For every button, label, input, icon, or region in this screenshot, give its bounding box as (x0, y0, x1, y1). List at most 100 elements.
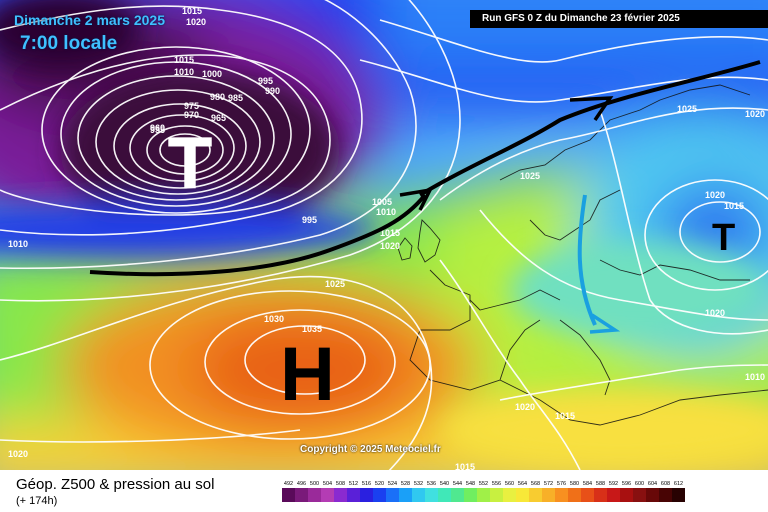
isobar-label: 965 (211, 113, 226, 123)
isobar-label: 975 (184, 101, 199, 111)
legend-cell: 584 (581, 480, 594, 502)
legend-cell: 504 (321, 480, 334, 502)
isobar-label: 1020 (8, 449, 28, 459)
isobar-label: 980 (210, 92, 225, 102)
legend-swatch (282, 488, 295, 502)
legend-cell: 608 (659, 480, 672, 502)
isobar-label: 1015 (724, 201, 744, 211)
legend-swatch (321, 488, 334, 502)
isobar-label: 1010 (8, 239, 28, 249)
legend-label: 556 (491, 481, 502, 487)
legend-cell: 540 (438, 480, 451, 502)
legend-cell: 520 (373, 480, 386, 502)
legend-swatch (659, 488, 672, 502)
isobar-label: 1015 (182, 6, 202, 16)
cold-flow-arrow (577, 194, 597, 326)
legend-cell: 596 (620, 480, 633, 502)
legend-swatch (633, 488, 646, 502)
isobar-label: 1005 (372, 197, 392, 207)
isobar-label: 1020 (705, 190, 725, 200)
isobar-label: 1025 (677, 104, 697, 114)
legend-label: 580 (569, 481, 580, 487)
legend-label: 564 (517, 481, 528, 487)
legend-swatch (386, 488, 399, 502)
copyright-text: Copyright © 2025 Meteociel.fr (300, 444, 441, 455)
isobar-label: 1010 (376, 207, 396, 217)
isobar-label: 1015 (174, 55, 194, 65)
legend-cell: 556 (490, 480, 503, 502)
legend-label: 496 (296, 481, 307, 487)
isobar-label: 1010 (745, 372, 765, 382)
legend-label: 612 (673, 481, 684, 487)
legend-cell: 532 (412, 480, 425, 502)
legend-cell: 544 (451, 480, 464, 502)
legend-label: 596 (621, 481, 632, 487)
legend-label: 544 (452, 481, 463, 487)
legend-cell: 496 (295, 480, 308, 502)
legend-swatch (451, 488, 464, 502)
forecast-time: 7:00 locale (20, 33, 118, 54)
legend-label: 492 (283, 481, 294, 487)
legend-label: 508 (335, 481, 346, 487)
legend-label: 500 (309, 481, 320, 487)
low-pressure-symbol: T (168, 124, 212, 204)
isobar-label: 985 (228, 93, 243, 103)
legend-cell: 492 (282, 480, 295, 502)
high-pressure-symbol: H (280, 332, 335, 417)
forecast-offset: (+ 174h) (16, 495, 58, 507)
northern-flow-arrow (418, 60, 761, 197)
legend-swatch (516, 488, 529, 502)
legend-swatch (295, 488, 308, 502)
legend-swatch (373, 488, 386, 502)
legend-cell: 612 (672, 480, 685, 502)
legend-swatch (607, 488, 620, 502)
legend-cell: 580 (568, 480, 581, 502)
legend-cell: 548 (464, 480, 477, 502)
legend-swatch (334, 488, 347, 502)
legend-swatch (646, 488, 659, 502)
legend-swatch (308, 488, 321, 502)
legend-swatch (672, 488, 685, 502)
isobar-label: 1030 (264, 314, 284, 324)
legend-swatch (438, 488, 451, 502)
legend-label: 572 (543, 481, 554, 487)
isobar-label: 1020 (745, 109, 765, 119)
isobar-label: 1015 (380, 228, 400, 238)
legend-swatch (555, 488, 568, 502)
legend-label: 588 (595, 481, 606, 487)
legend-label: 540 (439, 481, 450, 487)
legend-cell: 572 (542, 480, 555, 502)
legend-swatch (620, 488, 633, 502)
legend-label: 524 (387, 481, 398, 487)
legend-cell: 528 (399, 480, 412, 502)
chart-title: Géop. Z500 & pression au sol (16, 476, 215, 493)
legend-label: 560 (504, 481, 515, 487)
legend-label: 548 (465, 481, 476, 487)
isobar-label: 995 (302, 215, 317, 225)
legend-cell: 576 (555, 480, 568, 502)
isobar-label: 1010 (174, 67, 194, 77)
legend-label: 532 (413, 481, 424, 487)
legend-swatch (360, 488, 373, 502)
legend-label: 604 (647, 481, 658, 487)
isobar-label: 1020 (186, 17, 206, 27)
legend-cell: 560 (503, 480, 516, 502)
legend-swatch (464, 488, 477, 502)
legend-cell: 508 (334, 480, 347, 502)
legend-cell: 568 (529, 480, 542, 502)
forecast-date: Dimanche 2 mars 2025 (14, 12, 165, 28)
legend-label: 552 (478, 481, 489, 487)
legend-label: 520 (374, 481, 385, 487)
legend-swatch (347, 488, 360, 502)
northern-flow-arrowhead (569, 96, 614, 121)
legend-swatch (412, 488, 425, 502)
legend-label: 568 (530, 481, 541, 487)
isobar-label: 955 (150, 125, 165, 135)
legend-swatch (425, 488, 438, 502)
legend-label: 584 (582, 481, 593, 487)
isobar-label: 1025 (325, 279, 345, 289)
legend-label: 528 (400, 481, 411, 487)
jet-stream-arrow (89, 193, 427, 277)
legend-swatch (581, 488, 594, 502)
